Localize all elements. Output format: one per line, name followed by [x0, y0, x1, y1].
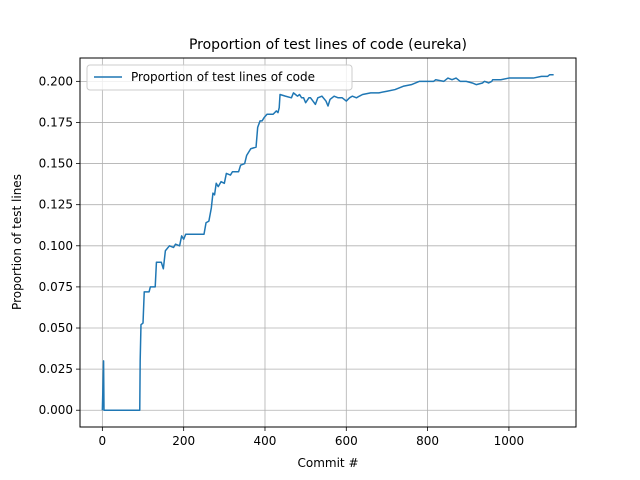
legend-box: [86, 64, 353, 91]
chart-title: Proportion of test lines of code (eureka…: [189, 37, 467, 53]
y-tick-label: 0.125: [39, 198, 73, 212]
y-tick-label: 0.175: [39, 115, 73, 129]
x-axis-ticks: 0 200 400 600 800 1000: [99, 427, 525, 448]
y-tick-label: 0.050: [39, 321, 73, 335]
x-tick-label: 0: [99, 434, 107, 448]
x-tick-label: 200: [172, 434, 195, 448]
plot-area-frame: [79, 57, 577, 428]
series-layer: [101, 74, 554, 411]
x-tick-label: 1000: [494, 434, 525, 448]
y-tick-label: 0.025: [39, 362, 73, 376]
y-axis-label: Proportion of test lines: [10, 174, 24, 310]
y-tick-label: 0.100: [39, 239, 73, 253]
y-tick-label: 0.000: [39, 403, 73, 417]
y-tick-label: 0.200: [39, 74, 73, 88]
x-tick-label: 600: [335, 434, 358, 448]
y-axis-ticks: 0.000 0.025 0.050 0.075 0.100 0.125 0.150 0.175…: [39, 74, 80, 417]
x-axis-label: Commit #: [297, 456, 358, 470]
x-tick-label: 800: [416, 434, 439, 448]
series-line: [101, 74, 554, 411]
y-tick-label: 0.075: [39, 280, 73, 294]
legend-label: Proportion of test lines of code: [131, 70, 315, 84]
y-tick-label: 0.150: [39, 157, 73, 171]
legend: Proportion of test lines of code: [86, 64, 353, 91]
x-tick-label: 400: [254, 434, 277, 448]
